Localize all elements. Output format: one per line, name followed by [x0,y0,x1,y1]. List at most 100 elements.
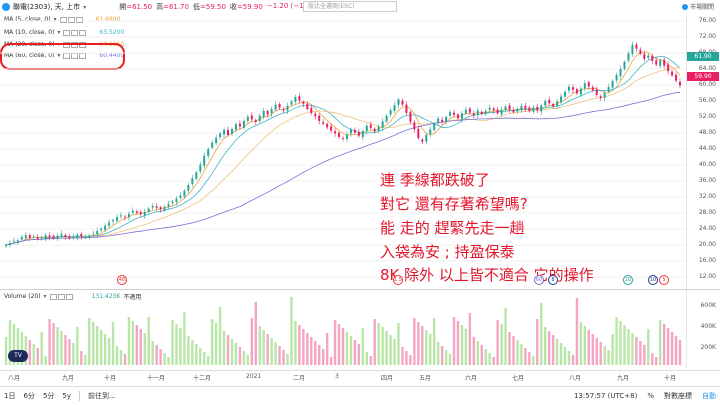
price-axis-tick: 48.00 [698,129,716,136]
volume-bar [143,333,146,365]
candle-body [595,89,598,95]
price-axis-tick: 28.00 [698,209,716,216]
volume-bar [555,339,559,365]
time-axis-label: 七月 [512,375,525,382]
volume-bar [147,317,150,365]
volume-bar [242,351,246,365]
volume-bar [655,357,658,365]
candle-body [262,111,265,117]
range-5m[interactable]: 5分 [42,392,55,400]
price-axis-tick: 16.00 [698,257,716,264]
event-marker[interactable]: 60 [534,275,544,285]
candle-body [667,64,670,71]
candle-body [167,204,170,207]
percent-toggle[interactable]: % [647,392,654,400]
time-axis[interactable]: 八月 九月 十月 十一月 十二月 2021 二月 3 四月 五月 六月 七月 八月 九月 十月 [0,370,720,382]
event-marker[interactable]: 48 [117,275,127,285]
candle-body [540,105,543,112]
volume-bar [325,333,329,365]
volume-bar [214,323,218,365]
volume-bar [282,350,285,365]
volume-bar [409,355,412,365]
candle-body [651,56,654,61]
candle-body [318,115,321,121]
volume-legend[interactable]: Volume (20) ▾ 131.423K 不適用 [4,293,142,301]
divider [79,391,81,401]
price-axis-tick: 72.00 [698,33,716,40]
volume-bar [571,355,575,365]
candle-body [516,109,519,112]
time-axis-label: 十月 [104,375,117,382]
volume-bar [488,353,491,365]
pane-divider[interactable] [0,289,720,290]
ma5-legend[interactable]: MA (5, close, 0) ▾ 61.6800 [4,16,121,23]
volume-bar [472,337,476,365]
candle-body [631,45,634,54]
volume-bar [393,339,396,365]
volume-bar [76,327,79,365]
goto-date-button[interactable]: 前往到... [88,392,116,400]
candle-body [611,81,614,88]
candle-body [12,241,15,242]
range-6m[interactable]: 6分 [23,392,35,400]
ohlc-high: 高=61.70 [156,3,190,11]
candle-body [453,112,456,115]
volume-bar [222,331,226,365]
range-1d[interactable]: 1日 [4,392,16,400]
event-marker[interactable]: 5 [659,275,669,285]
volume-bar [575,298,579,365]
volume-bar [103,334,107,365]
symbol-search-input[interactable]: 股比全選商(ESC) [303,1,397,12]
candle-body [472,113,475,116]
ohlc-close: 收=59.90 [229,3,263,11]
log-scale-toggle[interactable]: 對數座標 [664,392,692,400]
price-axis-tick: 36.00 [698,177,716,184]
ma10-legend[interactable]: MA (10, close, 0) ▾ 63.5200 [4,29,125,36]
volume-bar [329,357,333,365]
chevron-down-icon[interactable]: ▾ [83,3,87,11]
event-marker[interactable]: 8 [548,275,558,285]
volume-bar [377,323,380,365]
event-marker[interactable]: 20 [623,275,633,285]
range-5y[interactable]: 5y [62,392,72,400]
volume-bar [64,335,67,365]
candle-body [389,110,392,115]
volume-axis[interactable]: 600K 400K 200K [686,290,720,368]
event-marker[interactable]: 1.5 [393,275,403,285]
legend-controls [63,29,87,36]
volume-bar [559,343,563,365]
candle-body [151,205,154,208]
candle-body [607,87,610,92]
volume-bar [290,297,293,365]
auto-scale-toggle[interactable]: 自動 [702,392,716,400]
volume-bar [484,349,487,365]
candle-body [369,124,372,129]
candle-body [460,113,463,120]
candle-body [294,97,297,102]
candle-body [437,118,440,124]
candle-body [365,125,368,131]
candle-body [385,115,388,122]
candle-body [104,225,107,230]
candle-body [413,122,416,130]
symbol-title[interactable]: 聯電(2303), 天, 上市 [13,3,81,11]
volume-bar [36,348,39,365]
candle-body [48,235,51,237]
volume-bar [203,352,206,365]
volume-bar [187,336,190,365]
candle-body [135,211,138,213]
candle-body [44,235,47,239]
volume-bar [306,333,309,365]
volume-bar [436,342,440,365]
price-axis-tick: 24.00 [698,225,716,232]
candle-body [409,111,412,122]
candle-body [496,109,499,114]
volume-bar [567,351,571,365]
market-status-icon [681,3,688,10]
candle-body [191,178,194,184]
volume-bar [207,356,210,365]
price-chart[interactable] [0,0,686,372]
time-axis-label: 十月 [664,375,677,382]
event-marker[interactable]: 10 [648,275,658,285]
volume-bar [314,341,317,365]
